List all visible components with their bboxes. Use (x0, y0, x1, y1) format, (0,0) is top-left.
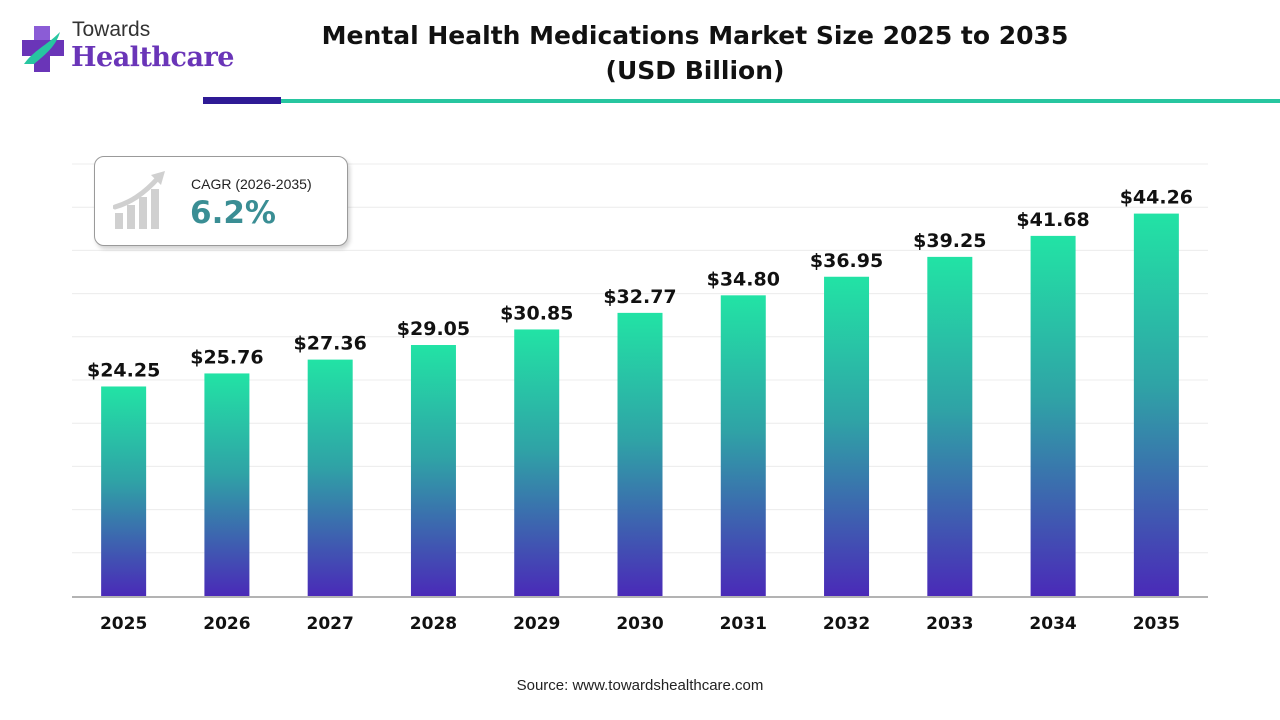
cagr-callout: CAGR (2026-2035) 6.2% (94, 156, 348, 246)
tick-label-2025: 2025 (100, 614, 147, 634)
bar-2028 (410, 345, 456, 596)
cagr-value: 6.2% (190, 195, 276, 231)
bar-2029 (514, 329, 560, 596)
value-label-2028: $29.05 (397, 318, 470, 340)
growth-chart-icon (113, 171, 165, 229)
bar-2026 (204, 373, 250, 596)
x-axis-tick-labels: 2025 2026 2027 2028 2029 2030 2031 2032 2033 2034… (100, 614, 1180, 634)
value-label-2029: $30.85 (500, 302, 573, 324)
tick-label-2031: 2031 (720, 614, 767, 634)
chart-title-line1: Mental Health Medications Market Size 20… (321, 21, 1069, 50)
value-label-2030: $32.77 (603, 286, 676, 308)
tick-label-2032: 2032 (823, 614, 870, 634)
tick-label-2030: 2030 (616, 614, 663, 634)
cagr-label: CAGR (2026-2035) (191, 176, 312, 192)
medical-cross-logo-icon (22, 26, 64, 72)
source-note: Source: www.towardshealthcare.com (516, 677, 764, 694)
value-label-2035: $44.26 (1120, 187, 1193, 209)
value-label-2031: $34.80 (707, 268, 780, 290)
brand-logo: Towards Healthcare (20, 16, 250, 86)
tick-label-2033: 2033 (926, 614, 973, 634)
logo-text-towards: Towards (72, 18, 151, 41)
value-label-2026: $25.76 (190, 346, 263, 368)
value-label-2025: $24.25 (87, 359, 160, 381)
header-rule (281, 99, 1280, 103)
value-label-2033: $39.25 (913, 230, 986, 252)
header-rule-accent (203, 97, 281, 104)
bar-2031 (720, 295, 766, 596)
value-label-2027: $27.36 (294, 333, 367, 355)
tick-label-2028: 2028 (410, 614, 457, 634)
tick-label-2034: 2034 (1029, 614, 1076, 634)
value-label-2032: $36.95 (810, 250, 883, 272)
bar-2027 (307, 359, 353, 596)
chart-title: Mental Health Medications Market Size 20… (320, 18, 1070, 88)
value-label-2034: $41.68 (1016, 209, 1089, 231)
value-labels: $24.25 $25.76 $27.36 $29.05 $30.85 $32.77 $34.… (87, 187, 1193, 382)
logo-text-healthcare: Healthcare (71, 42, 234, 73)
bar-2030 (617, 312, 663, 596)
tick-label-2029: 2029 (513, 614, 560, 634)
tick-label-2035: 2035 (1133, 614, 1180, 634)
bars (101, 213, 1179, 596)
tick-label-2026: 2026 (203, 614, 250, 634)
bar-2035 (1133, 213, 1179, 596)
bar-2032 (824, 276, 870, 596)
bar-2034 (1030, 235, 1076, 596)
bar-2033 (927, 256, 973, 596)
bar-2025 (101, 386, 147, 596)
chart-title-line2: (USD Billion) (605, 56, 785, 85)
tick-label-2027: 2027 (307, 614, 354, 634)
